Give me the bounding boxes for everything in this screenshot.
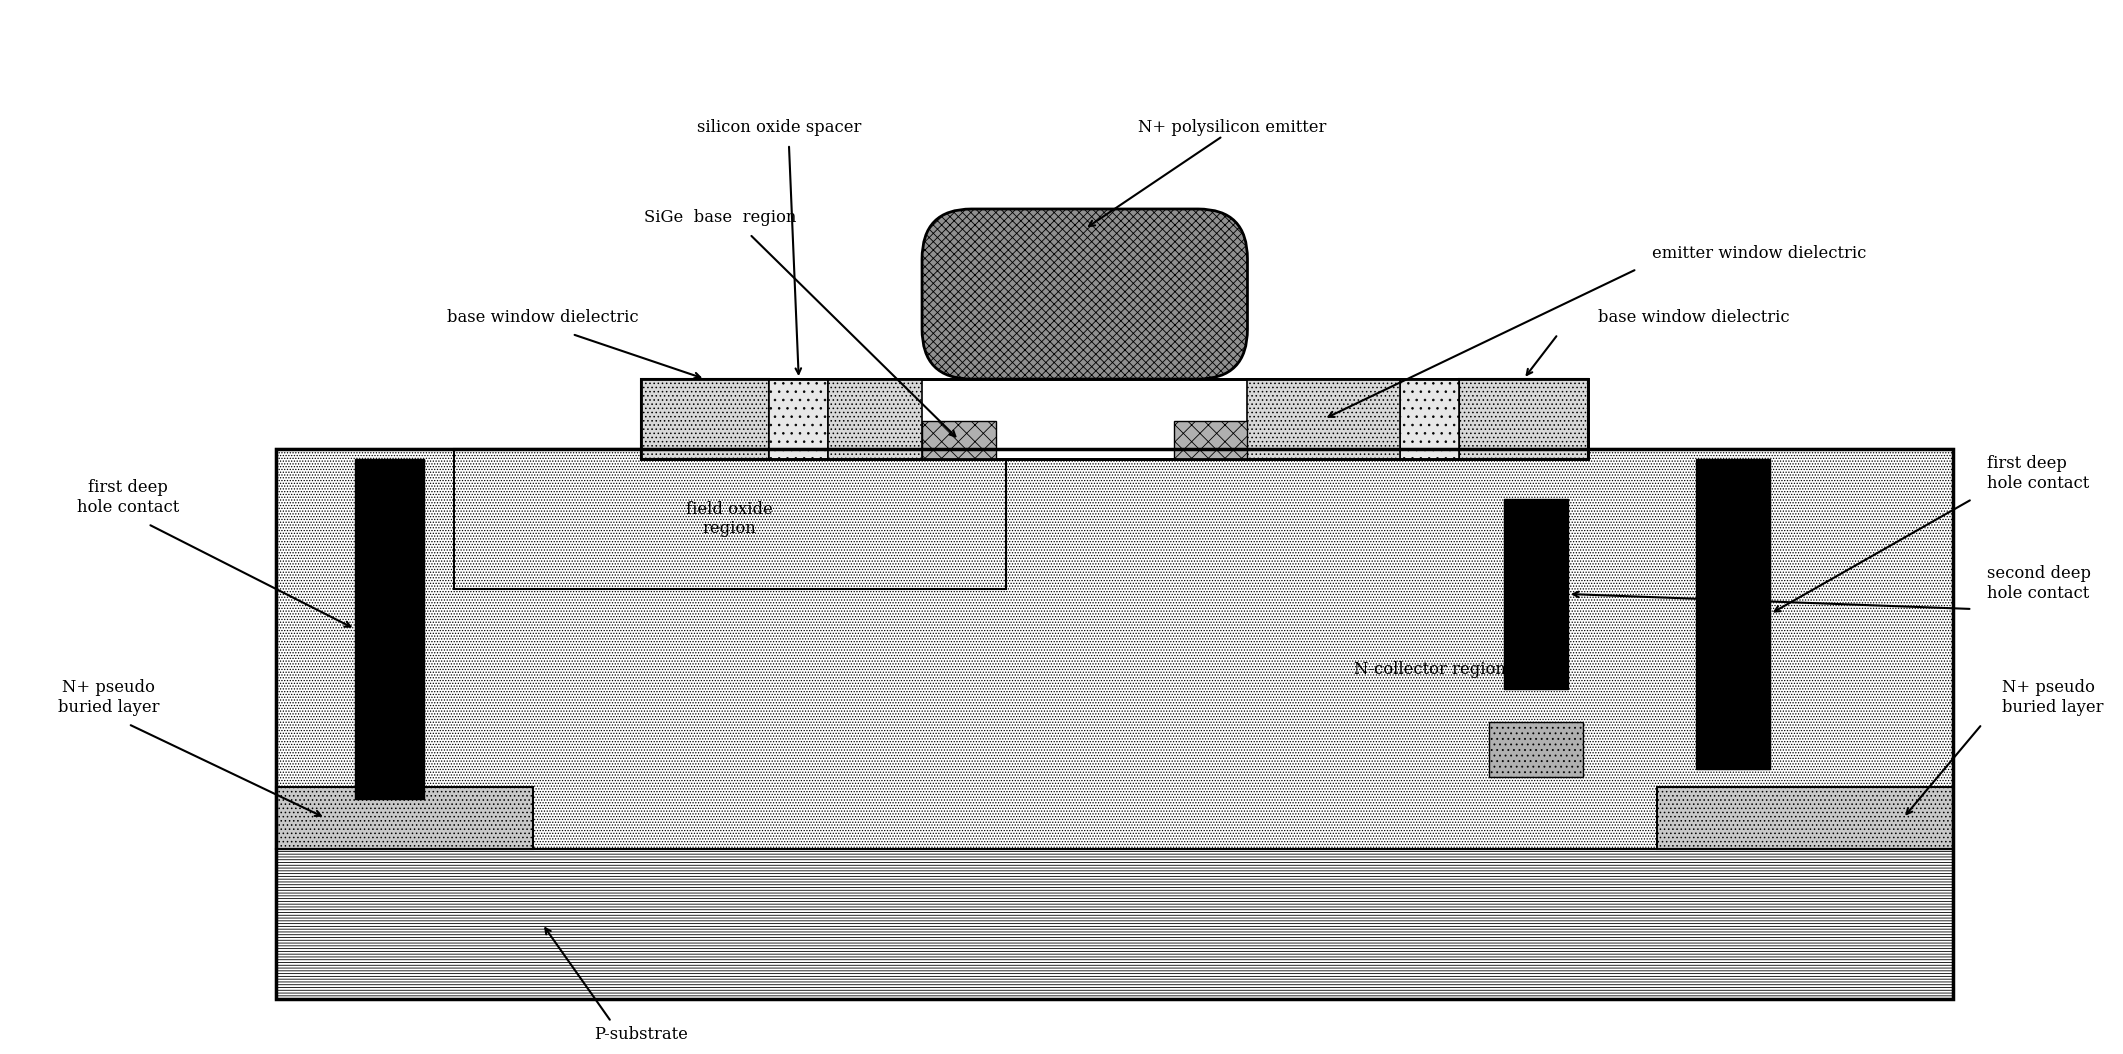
Bar xyxy=(1401,379,1459,458)
Text: P-substrate: P-substrate xyxy=(594,1026,688,1043)
Text: first deep
hole contact: first deep hole contact xyxy=(1987,455,2089,492)
Text: base window dielectric: base window dielectric xyxy=(1596,309,1790,326)
Text: first deep
hole contact: first deep hole contact xyxy=(76,480,178,516)
Bar xyxy=(454,449,1006,589)
Text: second deep
hole contact: second deep hole contact xyxy=(1987,565,2091,602)
Bar xyxy=(276,850,1953,999)
Text: N-collector region: N-collector region xyxy=(1354,661,1505,678)
Text: field oxide
region: field oxide region xyxy=(686,501,773,538)
Text: SiGe  base  region: SiGe base region xyxy=(643,209,796,226)
Bar xyxy=(1488,722,1584,777)
Text: N+ polysilicon emitter: N+ polysilicon emitter xyxy=(1138,119,1327,136)
Bar xyxy=(276,449,1953,850)
Bar xyxy=(1696,458,1771,769)
Text: N+ pseudo
buried layer: N+ pseudo buried layer xyxy=(2002,680,2104,716)
Bar xyxy=(276,787,533,850)
Bar xyxy=(276,449,1953,999)
Bar xyxy=(641,379,1588,458)
Bar xyxy=(641,379,1588,458)
Text: N+ pseudo
buried layer: N+ pseudo buried layer xyxy=(57,680,159,716)
Bar xyxy=(1656,787,1953,850)
Bar xyxy=(355,458,425,799)
Text: base window dielectric: base window dielectric xyxy=(446,309,639,326)
Bar xyxy=(828,379,921,458)
Bar xyxy=(1459,379,1588,458)
Text: silicon oxide spacer: silicon oxide spacer xyxy=(696,119,862,136)
Bar xyxy=(1503,499,1569,689)
Bar xyxy=(641,379,769,458)
Text: emitter window dielectric: emitter window dielectric xyxy=(1652,245,1866,262)
Bar xyxy=(769,379,828,458)
Bar xyxy=(921,421,996,458)
FancyBboxPatch shape xyxy=(921,209,1248,379)
Bar xyxy=(1248,379,1401,458)
Bar xyxy=(1174,421,1248,458)
